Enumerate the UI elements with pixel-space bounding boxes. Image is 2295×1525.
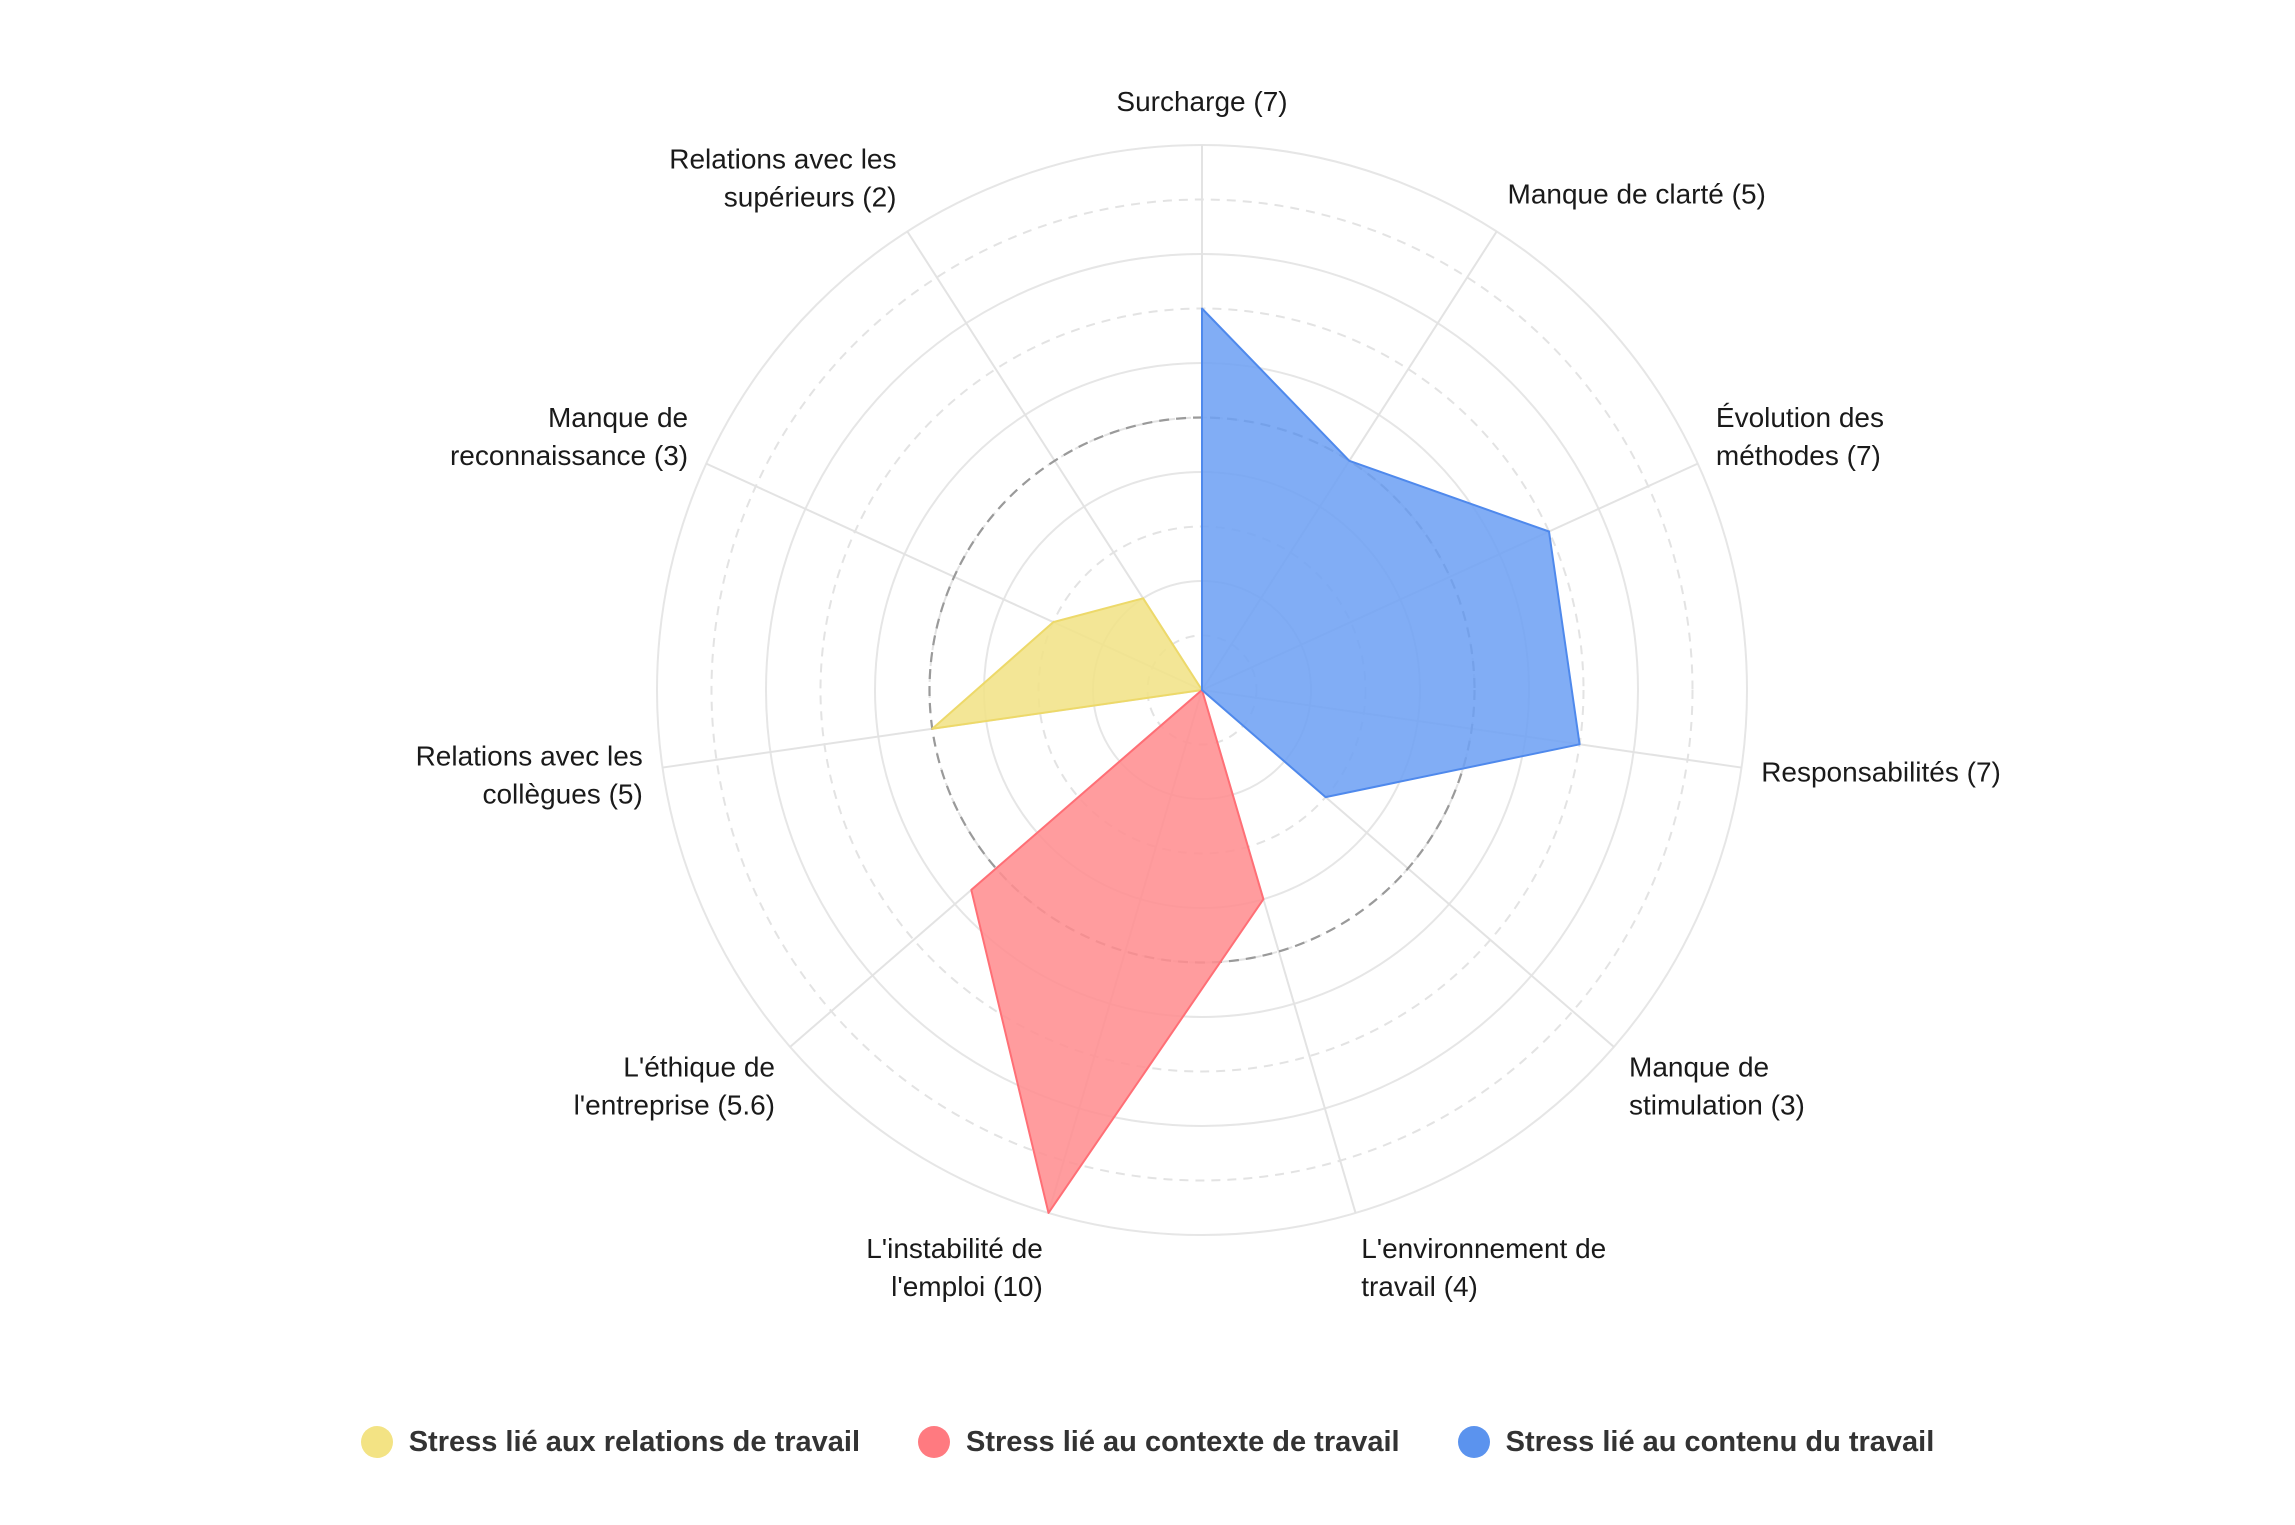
axis-label-line: Évolution des [1716,402,1884,433]
axis-label: Manque de stimulation (3) [1629,1052,1805,1121]
axis-label-line: L'instabilité de [866,1233,1043,1264]
axis-label-line: travail (4) [1361,1271,1478,1302]
legend-item-contexte[interactable]: Stress lié au contexte de travail [918,1426,1400,1459]
axis-label-line: Relations avec les [416,740,643,771]
axis-label-line: Responsabilités (7) [1761,757,2001,788]
legend-label: Stress lié au contenu du travail [1505,1425,1935,1458]
axis-label-line: stimulation (3) [1629,1090,1805,1121]
axis-label-line: collègues (5) [482,778,642,809]
axis-label-line: méthodes (7) [1716,440,1881,471]
series-area-contenu[interactable] [1201,307,1581,799]
legend-label: Stress lié aux relations de travail [408,1425,861,1458]
axis-label-line: Surcharge (7) [1116,86,1287,117]
axis-label-line: reconnaissance (3) [450,440,688,471]
radar-chart: Surcharge (7) Manque de clarté (5) Évoluti… [416,86,2001,1302]
axis-label-line: l'emploi (10) [891,1271,1043,1302]
axis-label-line: Manque de [1629,1052,1769,1083]
legend-swatch [918,1426,951,1458]
axis-label-line: supérieurs (2) [724,181,897,212]
series-areas [931,307,1581,1214]
axis-label: L'instabilité de l'emploi (10) [866,1233,1043,1302]
axis-label: Relations avec les collègues (5) [416,740,643,809]
axis-label-line: L'éthique de [623,1052,775,1083]
axis-label: L'environnement de travail (4) [1361,1233,1606,1302]
axis-label: Responsabilités (7) [1761,757,2001,788]
legend-swatch [360,1426,393,1458]
axis-label-line: L'environnement de [1361,1233,1606,1264]
axis-labels: Surcharge (7) Manque de clarté (5) Évoluti… [416,86,2001,1302]
legend: Stress lié aux relations de travail Stres… [0,1412,2295,1472]
series-area-contexte[interactable] [970,689,1265,1214]
axis-label: L'éthique de l'entreprise (5.6) [574,1052,775,1121]
axis-label: Manque de reconnaissance (3) [450,402,688,471]
axis-label-line: Relations avec les [669,143,896,174]
axis-label: Relations avec les supérieurs (2) [669,143,896,212]
series-area-relations[interactable] [931,597,1203,730]
axis-label-line: Manque de clarté (5) [1508,178,1766,209]
axis-label: Manque de clarté (5) [1508,178,1766,209]
legend-swatch [1457,1426,1490,1458]
legend-label: Stress lié au contexte de travail [966,1425,1400,1458]
legend-item-contenu[interactable]: Stress lié au contenu du travail [1457,1425,1935,1459]
axis-label: Surcharge (7) [1116,86,1287,117]
axis-label-line: Manque de [548,402,688,433]
axis-label-line: l'entreprise (5.6) [574,1090,775,1121]
axis-label: Évolution des méthodes (7) [1716,402,1884,471]
legend-item-relations[interactable]: Stress lié aux relations de travail [360,1425,861,1459]
